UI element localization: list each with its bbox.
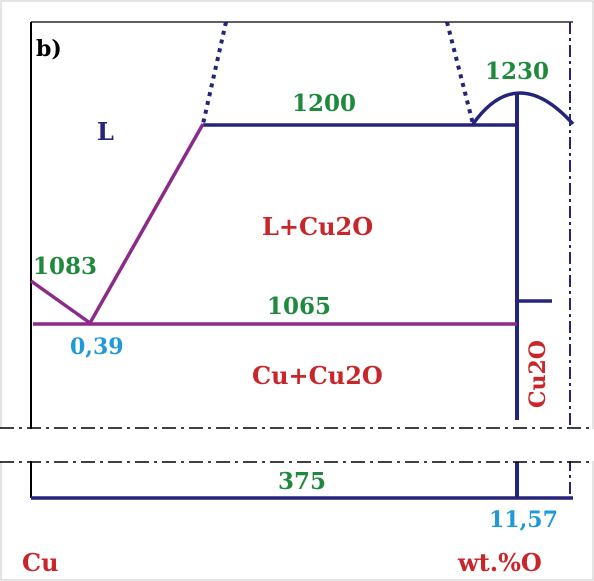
panel-label: b) [36,36,62,62]
region-label-solid-mixture: Cu+Cu2O [252,361,383,390]
temp-label-cu-melting: 1083 [33,253,97,280]
temp-label-monotectic: 1200 [292,90,356,117]
temp-label-eutectic: 1065 [267,293,331,320]
composition-label-oxide: 11,57 [489,507,558,533]
axis-label-right: wt.%O [457,548,542,577]
liquidus-right [88,123,205,324]
axis-break-gap [0,429,594,461]
right-liquidus-dotted [445,21,475,125]
cu-liquidus-left [29,279,92,325]
region-label-oxide: Cu2O [525,340,551,408]
temp-label-eutectoid: 375 [278,468,326,495]
region-label-liquid: L [97,117,114,146]
temp-label-oxide-melting: 1230 [485,58,549,85]
oxide-melting-dome [471,91,575,126]
region-label-liquid-oxide: L+Cu2O [262,212,373,241]
composition-label-eutectic: 0,39 [70,334,124,360]
left-liquidus-dotted [201,21,228,125]
axis-label-left: Cu [22,548,59,577]
